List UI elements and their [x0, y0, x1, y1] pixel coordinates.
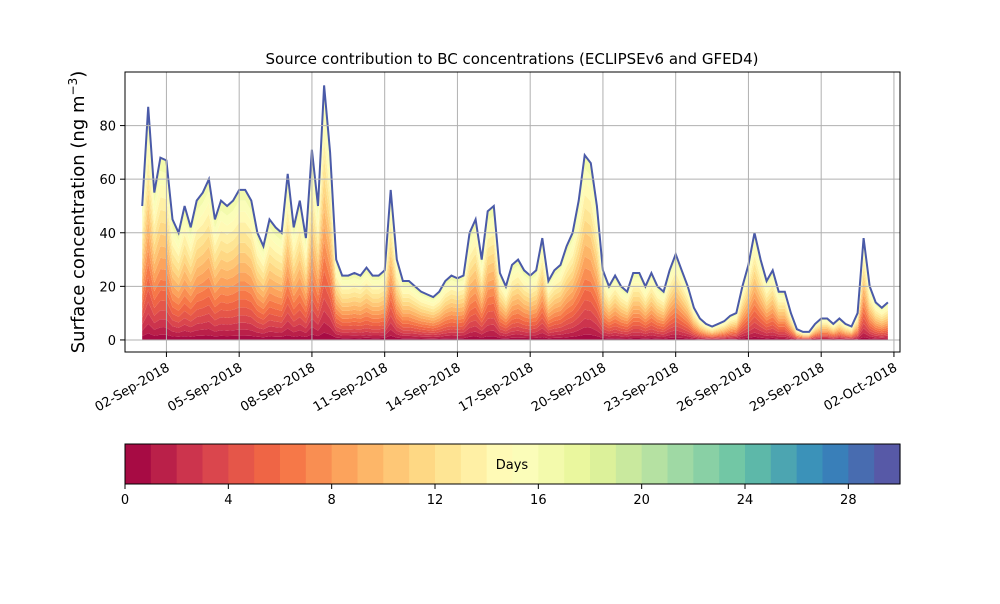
area-layer-day-2 — [142, 310, 888, 340]
colorbar: 0 4 8 12 16 20 24 28 — [121, 443, 901, 508]
area-layer-day-10 — [142, 192, 888, 336]
colorbar-segment — [228, 444, 255, 484]
x-tick-label: 17-Sep-2018 — [456, 360, 536, 415]
chart-title: Source contribution to BC concentrations… — [265, 50, 758, 68]
colorbar-tick-label: 0 — [121, 493, 129, 508]
x-tick-label: 05-Sep-2018 — [165, 360, 245, 415]
colorbar-tick-label: 8 — [328, 493, 336, 508]
colorbar-segment — [409, 444, 436, 484]
colorbar-segment — [615, 444, 643, 484]
area-layer-day-1 — [142, 322, 888, 340]
area-layer-day-3 — [142, 298, 888, 339]
plot-area — [141, 85, 889, 340]
colorbar-segment — [848, 444, 875, 484]
area-layer-day-0 — [142, 332, 888, 340]
colorbar-frame — [124, 443, 901, 485]
colorbar-segment — [512, 444, 539, 484]
colorbar-segment — [486, 444, 514, 484]
area-layer-day-7 — [142, 240, 888, 338]
y-axis-label-close: ) — [68, 71, 89, 78]
area-layer-day-13 — [142, 140, 888, 335]
colorbar-tick-label: 16 — [530, 493, 547, 508]
y-axis-label: Surface concentration (ng m−3) — [66, 71, 89, 354]
y-tick-label: 40 — [99, 227, 116, 242]
colorbar-segment — [305, 444, 333, 484]
grid-lines — [125, 72, 900, 352]
x-tick-label: 08-Sep-2018 — [238, 360, 318, 415]
y-tick-label: 60 — [99, 173, 116, 188]
colorbar-tick-label: 28 — [840, 493, 857, 508]
colorbar-segment — [460, 444, 488, 484]
colorbar-tick-label: 12 — [427, 493, 444, 508]
x-tick-label: 14-Sep-2018 — [384, 360, 464, 415]
colorbar-segment — [693, 444, 720, 484]
colorbar-segment — [641, 444, 669, 484]
axes-frame — [124, 71, 901, 353]
colorbar-segment — [538, 444, 565, 484]
area-layer-day-12 — [142, 157, 888, 335]
y-tick-label: 0 — [108, 334, 116, 349]
area-layer-day-11 — [142, 175, 888, 336]
y-tick-label: 20 — [99, 280, 116, 295]
area-layer-day-4 — [142, 284, 888, 339]
x-tick-label: 26-Sep-2018 — [675, 360, 755, 415]
colorbar-segment — [357, 444, 384, 484]
colorbar-segment — [719, 444, 746, 484]
colorbar-tick-label: 24 — [737, 493, 754, 508]
colorbar-segment — [822, 444, 849, 484]
colorbar-segment — [667, 444, 694, 484]
colorbar-segment — [796, 444, 824, 484]
area-layer-day-8 — [142, 225, 888, 337]
colorbar-segment — [745, 444, 772, 484]
y-axis-label-superscript: −3 — [66, 78, 80, 96]
x-tick-label: 20-Sep-2018 — [529, 360, 609, 415]
colorbar-tick-label: 4 — [224, 493, 232, 508]
colorbar-tick-label: 20 — [633, 493, 650, 508]
area-layer-day-14 — [142, 122, 888, 334]
colorbar-segment — [590, 444, 617, 484]
area-layer-day-9 — [142, 208, 888, 337]
colorbar-segment — [125, 444, 152, 484]
colorbar-segment — [150, 444, 178, 484]
area-layer-day-5 — [142, 270, 888, 339]
colorbar-segment — [202, 444, 229, 484]
colorbar-segment — [331, 444, 359, 484]
x-tick-label: 23-Sep-2018 — [602, 360, 682, 415]
colorbar-segment — [874, 444, 901, 484]
colorbar-segment — [383, 444, 410, 484]
y-tick-label: 80 — [99, 120, 116, 135]
colorbar-segment — [254, 444, 281, 484]
colorbar-segment — [280, 444, 307, 484]
colorbar-segment — [564, 444, 591, 484]
colorbar-segment — [176, 444, 204, 484]
y-axis-label-main: Surface concentration (ng m — [68, 95, 89, 353]
x-tick-label: 02-Sep-2018 — [93, 360, 173, 415]
area-layer-day-6 — [142, 256, 888, 338]
area-layer-day-15 — [142, 104, 888, 334]
colorbar-label: Days — [496, 458, 529, 473]
x-tick-label: 29-Sep-2018 — [747, 360, 827, 415]
colorbar-segment — [435, 444, 462, 484]
colorbar-segment — [770, 444, 798, 484]
x-tick-label: 11-Sep-2018 — [311, 360, 391, 415]
area-layer-day-16 — [142, 85, 888, 333]
x-tick-label: 02-Oct-2018 — [822, 360, 900, 414]
